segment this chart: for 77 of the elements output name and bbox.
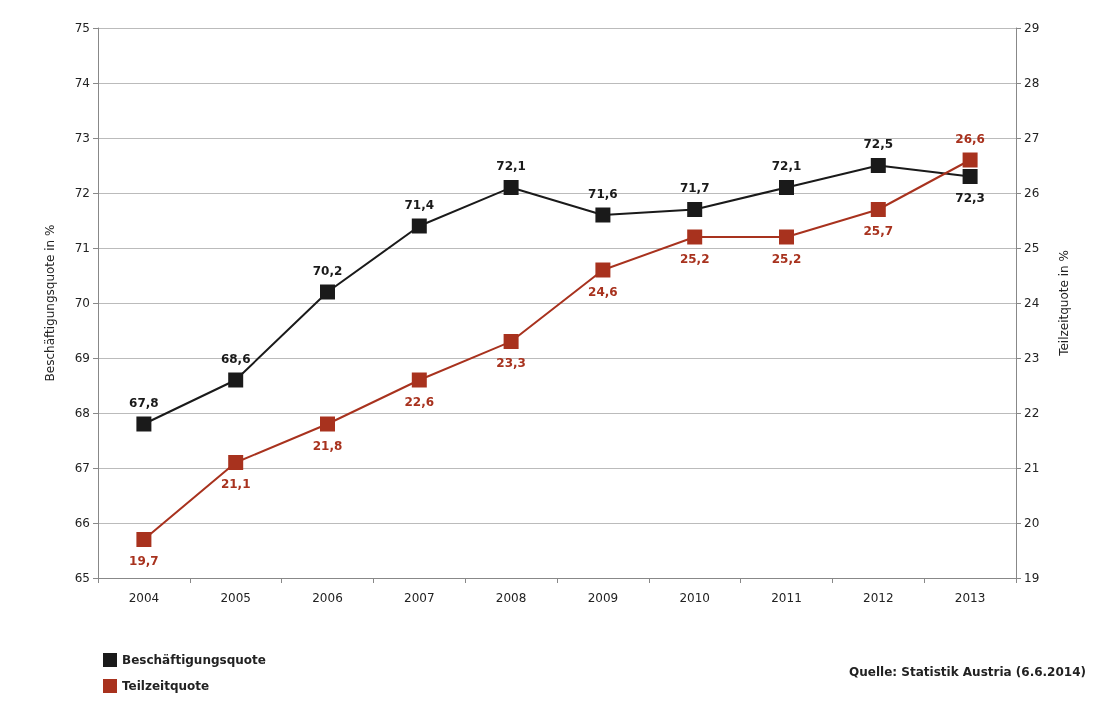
source-note: Quelle: Statistik Austria (6.6.2014) xyxy=(849,665,1087,679)
point xyxy=(595,262,611,278)
data-label: 72,3 xyxy=(955,191,985,205)
x-tick-label: 2004 xyxy=(128,591,160,605)
y2-tick-label: 21 xyxy=(1024,461,1040,475)
y-tick-label: 74 xyxy=(74,76,90,90)
point xyxy=(779,229,794,245)
data-label: 21,8 xyxy=(312,438,343,453)
y-tick-label: 72 xyxy=(74,186,90,200)
y2-tick-label: 25 xyxy=(1024,241,1040,255)
data-label: 21,1 xyxy=(220,477,251,491)
data-label: 71,6 xyxy=(588,186,618,201)
x-tick-label: 2006 xyxy=(312,591,343,605)
point xyxy=(503,180,519,195)
point xyxy=(962,152,978,168)
point xyxy=(687,202,703,217)
x-tick-label: 2009 xyxy=(587,591,619,605)
x-tick-label: 2013 xyxy=(954,591,986,605)
data-label: 23,3 xyxy=(496,356,526,370)
y2-tick-label: 19 xyxy=(1024,571,1040,585)
point xyxy=(595,207,611,223)
y2-tick-label: 27 xyxy=(1024,131,1040,145)
y2-tick-label: 29 xyxy=(1024,21,1040,35)
y2-axis-title: Teilzeitquote in % xyxy=(1057,250,1071,357)
y2-tick-label: 20 xyxy=(1024,516,1040,530)
legend-label: Teilzeitquote xyxy=(122,679,210,693)
point xyxy=(779,180,794,195)
data-label: 71,7 xyxy=(679,181,710,195)
data-label: 72,5 xyxy=(863,137,894,151)
y-axis-title: Beschäftigungsquote in % xyxy=(43,224,57,382)
data-label: 25,2 xyxy=(679,251,710,266)
data-label: 68,6 xyxy=(220,351,251,366)
point xyxy=(503,334,519,349)
y2-tick-label: 28 xyxy=(1024,76,1040,90)
y-tick-label: 70 xyxy=(74,296,90,310)
y2-tick-label: 23 xyxy=(1024,351,1040,365)
x-tick-label: 2011 xyxy=(771,591,802,605)
data-label: 25,7 xyxy=(863,224,894,238)
point xyxy=(962,169,978,184)
x-tick-label: 2005 xyxy=(220,591,251,605)
data-label: 72,1 xyxy=(496,159,526,173)
y-tick-label: 66 xyxy=(74,516,90,530)
y-tick-label: 67 xyxy=(74,461,90,475)
data-label: 25,2 xyxy=(771,251,802,266)
data-label: 26,6 xyxy=(955,131,985,146)
x-tick-label: 2010 xyxy=(679,591,710,605)
point xyxy=(136,416,152,432)
data-label: 72,1 xyxy=(771,159,802,173)
point xyxy=(687,229,703,245)
data-label: 22,6 xyxy=(404,394,435,409)
point xyxy=(320,416,335,432)
data-label: 70,2 xyxy=(312,263,343,278)
y-tick-label: 65 xyxy=(74,571,90,585)
data-label: 24,6 xyxy=(588,284,618,299)
data-label: 71,4 xyxy=(404,197,435,212)
y2-tick-label: 26 xyxy=(1024,186,1040,200)
y-tick-label: 75 xyxy=(74,21,90,35)
y2-tick-label: 22 xyxy=(1024,406,1040,420)
y-tick-label: 71 xyxy=(74,241,90,255)
x-tick-label: 2012 xyxy=(863,591,894,605)
point xyxy=(870,202,886,217)
data-label: 19,7 xyxy=(129,554,159,568)
y2-tick-label: 24 xyxy=(1024,296,1040,310)
data-label: 67,8 xyxy=(129,395,159,410)
y-tick-label: 69 xyxy=(74,351,90,365)
legend-label: Beschäftigungsquote xyxy=(122,653,266,667)
point xyxy=(411,372,427,388)
x-tick-label: 2008 xyxy=(495,591,527,605)
point xyxy=(228,455,244,470)
point xyxy=(870,158,886,173)
point xyxy=(136,532,152,547)
point xyxy=(411,218,427,234)
point xyxy=(228,372,244,388)
y-tick-label: 68 xyxy=(74,406,90,420)
x-tick-label: 2007 xyxy=(404,591,435,605)
point xyxy=(320,284,335,300)
y-tick-label: 73 xyxy=(74,131,90,145)
